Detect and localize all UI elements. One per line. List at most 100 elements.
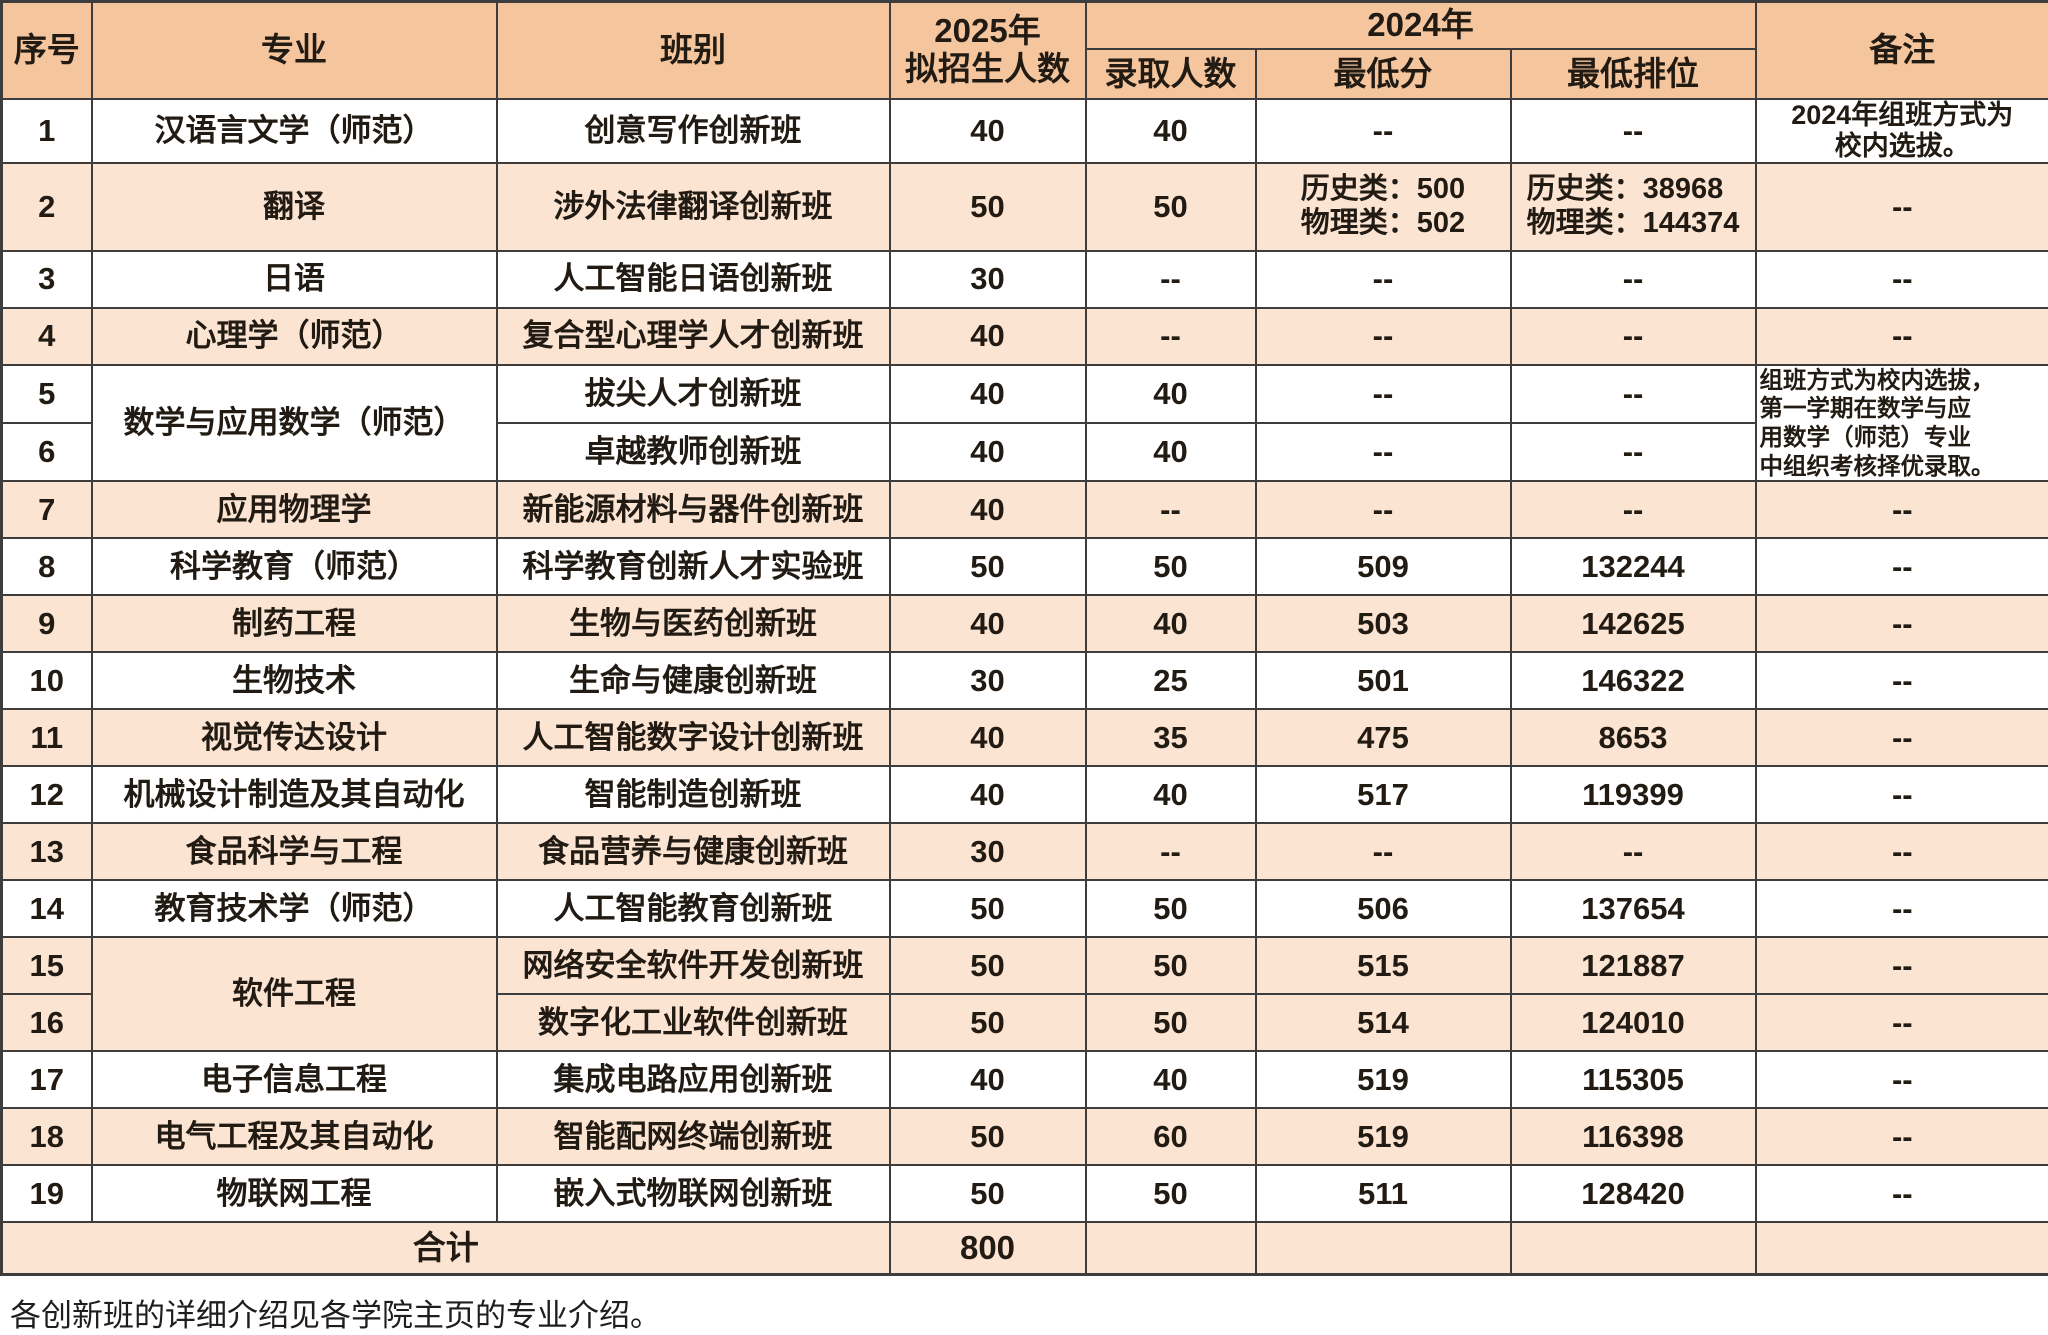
min-rank-cell: 146322 [1511, 652, 1756, 709]
class-cell: 集成电路应用创新班 [497, 1051, 890, 1108]
min-rank-cell: -- [1511, 423, 1756, 481]
row-index-cell: 19 [2, 1165, 92, 1222]
min-rank-cell: -- [1511, 365, 1756, 423]
row-index-cell: 4 [2, 308, 92, 365]
min-rank-cell: 124010 [1511, 994, 1756, 1051]
row-index-cell: 10 [2, 652, 92, 709]
total-label-cell: 合计 [2, 1222, 890, 1274]
min-score-cell: -- [1256, 365, 1511, 423]
min-rank-cell: -- [1511, 99, 1756, 163]
major-cell: 生物技术 [92, 652, 497, 709]
major-cell: 教育技术学（师范） [92, 880, 497, 937]
row-index-cell: 11 [2, 709, 92, 766]
plan-2025-cell: 40 [890, 481, 1086, 538]
admitted-cell: 40 [1086, 365, 1256, 423]
remark-cell: -- [1756, 1165, 2048, 1222]
class-cell: 智能制造创新班 [497, 766, 890, 823]
min-rank-cell: 137654 [1511, 880, 1756, 937]
major-cell-merged: 数学与应用数学（师范） [92, 365, 497, 482]
admitted-cell: 40 [1086, 423, 1256, 481]
min-score-cell: 519 [1256, 1051, 1511, 1108]
total-min-rank-cell [1511, 1222, 1756, 1274]
row-index-cell: 7 [2, 481, 92, 538]
admitted-cell: 50 [1086, 538, 1256, 595]
plan-2025-cell: 40 [890, 595, 1086, 652]
min-rank-cell: 119399 [1511, 766, 1756, 823]
table-header: 序号 专业 班别 2025年 拟招生人数 2024年 备注 录取人数 最低分 最… [2, 2, 2048, 99]
min-rank-cell: 116398 [1511, 1108, 1756, 1165]
min-score-text: 历史类：500 物理类：502 [1301, 173, 1465, 240]
min-score-cell: 514 [1256, 994, 1511, 1051]
remark-cell-merged: 组班方式为校内选拔， 第一学期在数学与应 用数学（师范）专业 中组织考核择优录取… [1756, 365, 2048, 482]
total-row: 合计 800 [2, 1222, 2048, 1274]
row-index-cell: 2 [2, 163, 92, 251]
min-score-cell: 历史类：500 物理类：502 [1256, 163, 1511, 251]
admitted-cell: 40 [1086, 595, 1256, 652]
major-cell: 应用物理学 [92, 481, 497, 538]
remark-cell: -- [1756, 823, 2048, 880]
class-cell: 拔尖人才创新班 [497, 365, 890, 423]
min-score-cell: 519 [1256, 1108, 1511, 1165]
min-score-cell: -- [1256, 481, 1511, 538]
table-row: 5 数学与应用数学（师范） 拔尖人才创新班 40 40 -- -- 组班方式为校… [2, 365, 2048, 423]
row-index-cell: 8 [2, 538, 92, 595]
table-row: 7 应用物理学 新能源材料与器件创新班 40 -- -- -- -- [2, 481, 2048, 538]
min-rank-cell: 115305 [1511, 1051, 1756, 1108]
table-row: 10 生物技术 生命与健康创新班 30 25 501 146322 -- [2, 652, 2048, 709]
admitted-cell: 40 [1086, 766, 1256, 823]
row-index-cell: 18 [2, 1108, 92, 1165]
plan-2025-cell: 50 [890, 937, 1086, 994]
table-row: 8 科学教育（师范） 科学教育创新人才实验班 50 50 509 132244 … [2, 538, 2048, 595]
remark-cell: -- [1756, 481, 2048, 538]
min-score-cell: 475 [1256, 709, 1511, 766]
header-min-score: 最低分 [1256, 49, 1511, 99]
plan-2025-cell: 30 [890, 823, 1086, 880]
header-admitted: 录取人数 [1086, 49, 1256, 99]
table-row: 14 教育技术学（师范） 人工智能教育创新班 50 50 506 137654 … [2, 880, 2048, 937]
header-index: 序号 [2, 2, 92, 99]
class-cell: 人工智能数字设计创新班 [497, 709, 890, 766]
row-index-cell: 14 [2, 880, 92, 937]
remark-cell: -- [1756, 308, 2048, 365]
admitted-cell: 50 [1086, 163, 1256, 251]
row-index-cell: 1 [2, 99, 92, 163]
remark-cell: -- [1756, 709, 2048, 766]
total-admitted-cell [1086, 1222, 1256, 1274]
major-cell: 科学教育（师范） [92, 538, 497, 595]
plan-2025-cell: 40 [890, 99, 1086, 163]
major-cell: 电气工程及其自动化 [92, 1108, 497, 1165]
table-row: 15 软件工程 网络安全软件开发创新班 50 50 515 121887 -- [2, 937, 2048, 994]
table-row: 9 制药工程 生物与医药创新班 40 40 503 142625 -- [2, 595, 2048, 652]
min-score-cell: -- [1256, 423, 1511, 481]
major-cell: 视觉传达设计 [92, 709, 497, 766]
row-index-cell: 9 [2, 595, 92, 652]
min-score-cell: -- [1256, 251, 1511, 308]
admitted-cell: -- [1086, 308, 1256, 365]
min-score-cell: -- [1256, 823, 1511, 880]
admission-table: 序号 专业 班别 2025年 拟招生人数 2024年 备注 录取人数 最低分 最… [0, 0, 2048, 1276]
min-score-cell: 509 [1256, 538, 1511, 595]
admitted-cell: -- [1086, 823, 1256, 880]
major-cell-merged: 软件工程 [92, 937, 497, 1051]
total-remark-cell [1756, 1222, 2048, 1274]
min-rank-cell: -- [1511, 823, 1756, 880]
plan-2025-cell: 30 [890, 251, 1086, 308]
plan-2025-cell: 30 [890, 652, 1086, 709]
min-score-cell: -- [1256, 99, 1511, 163]
min-rank-cell: 8653 [1511, 709, 1756, 766]
remark-cell: -- [1756, 251, 2048, 308]
remark-cell: -- [1756, 1108, 2048, 1165]
min-rank-cell: 142625 [1511, 595, 1756, 652]
plan-2025-cell: 50 [890, 538, 1086, 595]
footer-note: 各创新班的详细介绍见各学院主页的专业介绍。 [0, 1276, 2048, 1335]
remark-cell: 2024年组班方式为 校内选拔。 [1756, 99, 2048, 163]
class-cell: 创意写作创新班 [497, 99, 890, 163]
class-cell: 涉外法律翻译创新班 [497, 163, 890, 251]
class-cell: 卓越教师创新班 [497, 423, 890, 481]
admitted-cell: 60 [1086, 1108, 1256, 1165]
table-row: 12 机械设计制造及其自动化 智能制造创新班 40 40 517 119399 … [2, 766, 2048, 823]
class-cell: 网络安全软件开发创新班 [497, 937, 890, 994]
total-plan-cell: 800 [890, 1222, 1086, 1274]
remark-cell: -- [1756, 1051, 2048, 1108]
admitted-cell: -- [1086, 251, 1256, 308]
